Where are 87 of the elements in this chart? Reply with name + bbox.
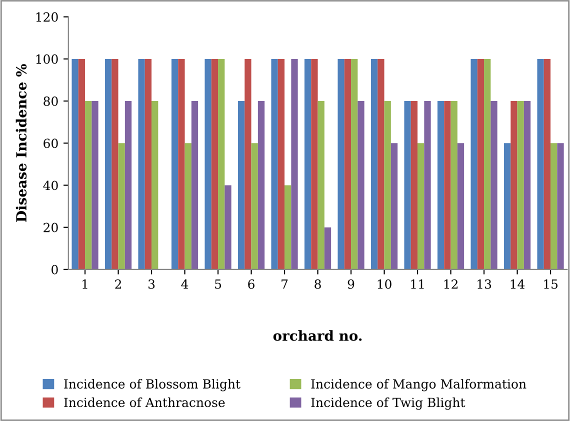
bar <box>258 101 265 270</box>
y-tick-label: 80 <box>44 96 58 106</box>
bar <box>271 58 278 270</box>
bar <box>311 58 318 270</box>
x-tick-label: 9 <box>348 279 354 289</box>
legend-label: Incidence of Anthracnose <box>64 397 225 408</box>
y-tick-label: 40 <box>43 180 58 190</box>
x-tick-label: 8 <box>314 279 321 289</box>
bar <box>278 58 285 270</box>
y-axis-title: Disease Incidence % <box>16 64 27 222</box>
bar <box>304 58 312 270</box>
x-tick-label: 12 <box>444 279 458 289</box>
x-tick-label: 14 <box>510 279 525 289</box>
bar <box>85 101 92 270</box>
bar <box>138 58 145 270</box>
bar <box>144 58 152 270</box>
bar <box>544 58 551 270</box>
bar <box>537 58 544 270</box>
y-tick-label: 0 <box>52 264 58 274</box>
y-tick-label: 60 <box>44 138 58 148</box>
bar <box>112 58 118 270</box>
bar <box>490 101 498 270</box>
bar <box>517 101 524 270</box>
x-tick-label: 15 <box>544 279 558 289</box>
x-tick-label: 2 <box>115 279 122 289</box>
bar <box>72 58 78 270</box>
x-axis-title: orchard no. <box>273 330 362 341</box>
bar <box>410 101 418 270</box>
bar <box>284 185 292 270</box>
bar <box>184 143 192 270</box>
bar <box>78 58 86 270</box>
bar <box>390 143 398 270</box>
bar <box>504 143 511 270</box>
x-tick-label: 6 <box>248 279 254 289</box>
bar <box>557 143 564 270</box>
bar <box>510 101 518 270</box>
bar <box>291 58 298 270</box>
y-tick-label: 100 <box>36 54 58 64</box>
bar <box>204 58 212 270</box>
bar <box>191 101 198 270</box>
bar <box>218 58 225 270</box>
y-tick-label: 120 <box>36 12 58 22</box>
bar <box>437 101 444 270</box>
bar <box>378 58 384 270</box>
x-tick-label: 11 <box>411 279 424 289</box>
bar <box>338 58 344 270</box>
bar <box>344 58 352 270</box>
bar <box>404 101 411 270</box>
bar <box>171 58 178 270</box>
bar <box>484 58 491 270</box>
bar <box>124 101 132 270</box>
x-tick-label: 1 <box>82 279 88 289</box>
bar <box>424 101 431 270</box>
x-tick-label: 10 <box>378 279 392 289</box>
bar <box>211 58 218 270</box>
bar <box>118 143 125 270</box>
x-tick-label: 7 <box>282 280 288 289</box>
bar <box>450 101 458 270</box>
bar <box>358 101 364 270</box>
bar <box>324 227 332 270</box>
bar <box>418 143 424 270</box>
x-tick-label: 5 <box>215 280 222 289</box>
x-tick-label: 13 <box>478 279 492 289</box>
bar <box>351 58 358 270</box>
bar <box>550 143 558 270</box>
y-tick-label: 20 <box>44 222 58 232</box>
bar <box>244 58 252 270</box>
legend-label: Incidence of Mango Malformation <box>311 378 526 392</box>
bar <box>224 185 232 270</box>
bar <box>152 101 158 270</box>
bar <box>370 58 378 270</box>
bar <box>524 101 531 270</box>
x-tick-label: 4 <box>181 279 188 289</box>
bar <box>470 58 478 270</box>
bar <box>104 58 112 270</box>
bar <box>318 101 324 270</box>
bar <box>477 58 484 270</box>
bar <box>238 101 245 270</box>
legend-label: Incidence of Blossom Blight <box>64 378 240 392</box>
bar <box>251 143 258 270</box>
bar <box>457 143 464 270</box>
bar <box>92 101 98 270</box>
x-tick-label: 3 <box>148 279 155 289</box>
bar <box>384 101 391 270</box>
bar <box>444 101 451 270</box>
bar <box>178 58 185 270</box>
legend-label: Incidence of Twig Blight <box>311 397 466 410</box>
